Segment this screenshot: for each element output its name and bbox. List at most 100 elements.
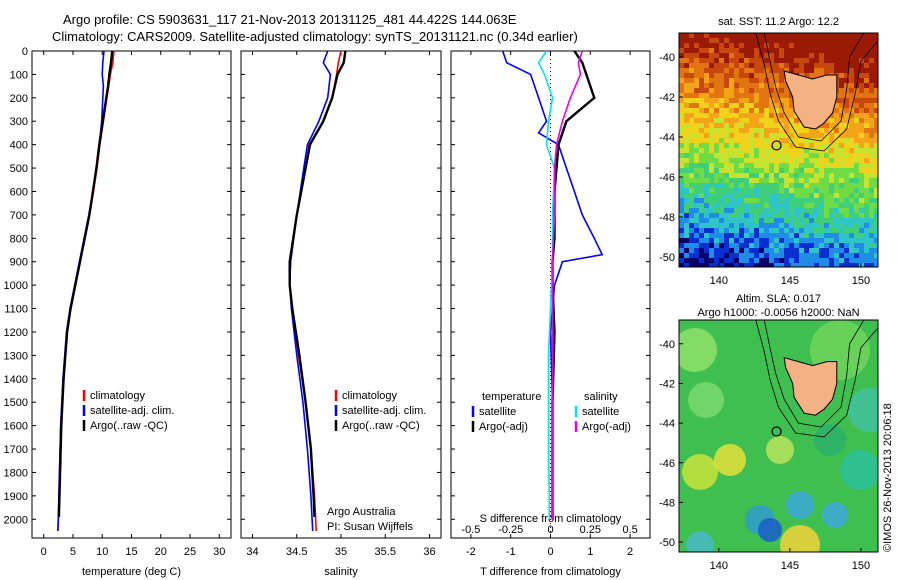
sst-cell: [844, 153, 849, 158]
sst-cell: [784, 68, 789, 73]
x-tick-label: 0: [547, 546, 553, 558]
sst-cell: [724, 193, 729, 198]
legend-title-salinity: salinity: [584, 391, 618, 403]
sst-cell: [699, 123, 704, 128]
sst-cell: [714, 73, 719, 78]
sst-cell: [709, 243, 714, 248]
x-axis-label: temperature (deg C): [82, 566, 181, 578]
sst-cell: [744, 183, 749, 188]
sst-cell: [864, 173, 869, 178]
sst-cell: [764, 208, 769, 213]
sst-cell: [704, 163, 709, 168]
sst-cell: [729, 208, 734, 213]
sst-cell: [724, 198, 729, 203]
sst-cell: [749, 123, 754, 128]
sst-cell: [869, 168, 874, 173]
sst-cell: [724, 93, 729, 98]
sst-cell: [859, 203, 864, 208]
map-y-tick-label: -44: [659, 418, 675, 430]
sst-cell: [709, 168, 714, 173]
sst-cell: [724, 98, 729, 103]
sst-cell: [839, 178, 844, 183]
sst-cell: [859, 148, 864, 153]
sst-cell: [739, 103, 744, 108]
sst-cell: [734, 58, 739, 63]
y-tick-label: 1200: [4, 327, 28, 339]
sst-cell: [854, 228, 859, 233]
sst-cell: [834, 168, 839, 173]
sst-cell: [704, 253, 709, 258]
sst-cell: [854, 198, 859, 203]
sst-cell: [854, 238, 859, 243]
sst-cell: [694, 248, 699, 253]
sst-cell: [874, 233, 878, 238]
sst-cell: [829, 113, 834, 118]
sst-cell: [739, 218, 744, 223]
sst-cell: [829, 33, 834, 38]
sst-cell: [819, 173, 824, 178]
sst-cell: [689, 98, 694, 103]
sst-cell: [729, 258, 734, 263]
sst-cell: [874, 178, 878, 183]
sst-cell: [709, 193, 714, 198]
sst-cell: [764, 78, 769, 83]
sst-cell: [764, 243, 769, 248]
sst-cell: [824, 248, 829, 253]
y-tick-label: 800: [10, 233, 28, 245]
sst-cell: [844, 198, 849, 203]
sst-cell: [764, 108, 769, 113]
sst-cell: [769, 178, 774, 183]
sst-cell: [684, 198, 689, 203]
sst-cell: [719, 218, 724, 223]
sst-cell: [684, 78, 689, 83]
sst-cell: [814, 263, 819, 267]
sst-cell: [814, 143, 819, 148]
sst-cell: [794, 258, 799, 263]
sst-cell: [864, 148, 869, 153]
sst-cell: [694, 88, 699, 93]
sst-cell: [769, 63, 774, 68]
sst-cell: [714, 188, 719, 193]
sst-cell: [774, 153, 779, 158]
sst-cell: [714, 108, 719, 113]
sst-cell: [734, 38, 739, 43]
map-y-tick-label: -46: [659, 172, 675, 184]
sst-cell: [704, 83, 709, 88]
sst-cell: [864, 223, 869, 228]
sst-cell: [844, 193, 849, 198]
sst-cell: [779, 223, 784, 228]
sst-cell: [679, 263, 684, 267]
sst-cell: [709, 118, 714, 123]
sst-cell: [839, 123, 844, 128]
sst-cell: [799, 198, 804, 203]
sst-cell: [834, 68, 839, 73]
sst-cell: [849, 98, 854, 103]
sst-cell: [774, 258, 779, 263]
sst-cell: [869, 233, 874, 238]
sst-cell: [789, 163, 794, 168]
top-axis-tick-label: -0.5: [461, 524, 480, 536]
sst-cell: [829, 133, 834, 138]
sst-cell: [739, 153, 744, 158]
sst-cell: [819, 63, 824, 68]
series-line-black: [288, 50, 347, 517]
sst-cell: [829, 253, 834, 258]
sst-cell: [729, 223, 734, 228]
sst-cell: [829, 158, 834, 163]
sst-cell: [684, 218, 689, 223]
sst-cell: [859, 143, 864, 148]
sst-cell: [829, 118, 834, 123]
sst-cell: [724, 68, 729, 73]
sst-cell: [694, 223, 699, 228]
sst-cell: [744, 158, 749, 163]
sst-cell: [684, 173, 689, 178]
sst-cell: [824, 48, 829, 53]
sst-cell: [759, 88, 764, 93]
sst-cell: [729, 33, 734, 38]
sst-cell: [744, 168, 749, 173]
sst-cell: [874, 168, 878, 173]
map-title-line1: Altim. SLA: 0.017: [736, 293, 821, 305]
sla-blob: [679, 328, 717, 372]
sst-cell: [704, 48, 709, 53]
sst-cell: [849, 263, 854, 267]
